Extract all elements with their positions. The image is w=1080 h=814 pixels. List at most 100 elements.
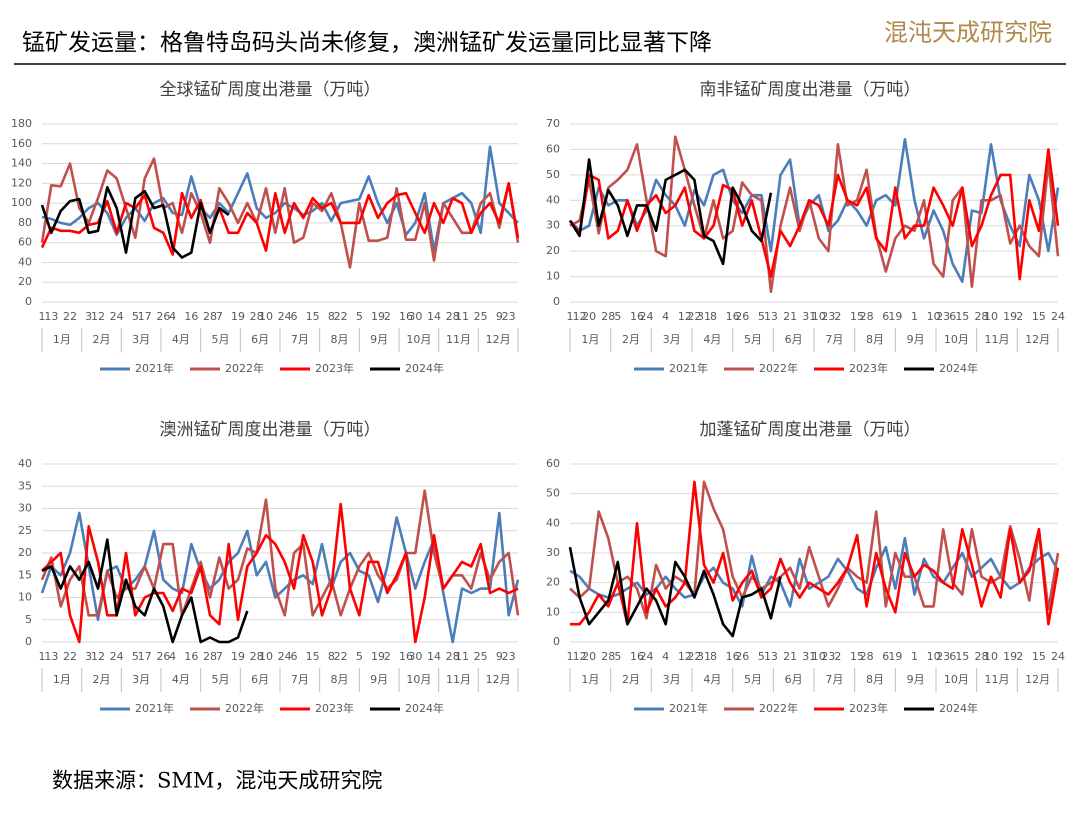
legend-label: 2022年 (225, 361, 264, 375)
x-tick-label: 24 (110, 310, 124, 323)
x-tick-label: 28 (203, 310, 217, 323)
month-label: 3月 (132, 333, 150, 346)
x-tick-label: 12 (91, 310, 105, 323)
x-tick-label: 5 (356, 310, 363, 323)
x-tick-label: 24 (640, 650, 654, 663)
x-tick-label: 23 (821, 650, 835, 663)
y-tick-label: 10 (546, 605, 560, 618)
x-tick-label: 16 (726, 650, 740, 663)
series-line (568, 158, 773, 266)
x-tick-label: 5 (614, 650, 621, 663)
x-tick-label: 13 (764, 310, 778, 323)
x-tick-label: 28 (446, 310, 460, 323)
y-tick-label: 60 (18, 236, 32, 249)
x-tick-label: 20 (582, 310, 596, 323)
month-label: 3月 (132, 673, 150, 686)
x-tick-label: 16 (630, 310, 644, 323)
month-label: 11月 (446, 673, 471, 686)
month-label: 9月 (370, 673, 388, 686)
x-tick-label: 16 (184, 650, 198, 663)
x-tick-label: 4 (169, 650, 176, 663)
y-tick-label: 0 (25, 635, 32, 648)
series-line (568, 148, 1060, 281)
x-tick-label: 9 (496, 310, 503, 323)
y-tick-label: 10 (546, 270, 560, 283)
month-label: 8月 (866, 673, 884, 686)
month-label: 10月 (406, 333, 431, 346)
x-tick-label: 15 (306, 310, 320, 323)
x-tick-label: 26 (156, 310, 170, 323)
month-label: 1月 (581, 333, 599, 346)
x-tick-label: 28 (601, 310, 615, 323)
month-label: 6月 (251, 673, 269, 686)
x-tick-label: 13 (44, 310, 58, 323)
x-tick-label: 16 (726, 310, 740, 323)
y-tick-label: 180 (11, 117, 32, 130)
x-tick-label: 2 (384, 650, 391, 663)
x-tick-label: 4 (169, 310, 176, 323)
x-tick-label: 8 (328, 650, 335, 663)
x-tick-label: 10 (259, 310, 273, 323)
month-label: 11月 (985, 673, 1010, 686)
x-tick-label: 6 (949, 650, 956, 663)
x-tick-label: 17 (138, 650, 152, 663)
x-tick-label: 7 (216, 310, 223, 323)
x-tick-label: 16 (184, 310, 198, 323)
x-tick-label: 12 (678, 650, 692, 663)
x-tick-label: 31 (802, 310, 816, 323)
x-tick-label: 22 (334, 650, 348, 663)
x-tick-label: 10 (259, 650, 273, 663)
x-tick-label: 10 (984, 650, 998, 663)
logo: 混沌天成研究院 (884, 19, 1052, 47)
y-tick-label: 100 (11, 196, 32, 209)
x-tick-label: 1 (567, 310, 574, 323)
x-tick-label: 26 (735, 310, 749, 323)
month-label: 9月 (907, 333, 925, 346)
x-tick-label: 24 (1051, 650, 1065, 663)
y-tick-label: 40 (546, 516, 560, 529)
y-tick-label: 30 (546, 546, 560, 559)
legend-label: 2021年 (135, 701, 174, 715)
x-tick-label: 19 (888, 310, 902, 323)
month-label: 8月 (331, 673, 349, 686)
month-label: 9月 (907, 673, 925, 686)
y-tick-label: 40 (18, 255, 32, 268)
x-tick-label: 10 (927, 310, 941, 323)
x-tick-label: 15 (850, 310, 864, 323)
x-tick-label: 24 (1051, 310, 1065, 323)
month-label: 4月 (703, 673, 721, 686)
page-title: 锰矿发运量：格鲁特岛码头尚未修复，澳洲锰矿发运量同比显著下降 (22, 30, 712, 56)
x-tick-label: 19 (231, 650, 245, 663)
x-tick-label: 14 (427, 650, 441, 663)
x-tick-label: 6 (949, 310, 956, 323)
y-tick-label: 0 (25, 295, 32, 308)
month-label: 6月 (785, 673, 803, 686)
x-tick-label: 31 (697, 310, 711, 323)
x-tick-label: 5 (758, 650, 765, 663)
month-label: 12月 (486, 333, 511, 346)
y-tick-label: 15 (18, 568, 32, 581)
month-label: 10月 (944, 333, 969, 346)
month-label: 4月 (172, 673, 190, 686)
x-tick-label: 22 (687, 650, 701, 663)
y-tick-label: 40 (18, 457, 32, 470)
legend-label: 2024年 (939, 361, 978, 375)
x-tick-label: 28 (601, 650, 615, 663)
x-tick-label: 16 (399, 310, 413, 323)
month-label: 10月 (406, 673, 431, 686)
month-label: 3月 (663, 333, 681, 346)
x-tick-label: 1 (911, 650, 918, 663)
x-tick-label: 15 (955, 650, 969, 663)
x-tick-label: 15 (1032, 650, 1046, 663)
y-tick-label: 10 (18, 591, 32, 604)
series-line (40, 511, 520, 644)
legend-label: 2022年 (759, 701, 798, 715)
x-tick-label: 28 (203, 650, 217, 663)
x-tick-label: 5 (356, 650, 363, 663)
series-line (41, 538, 249, 644)
y-tick-label: 50 (546, 487, 560, 500)
x-tick-label: 3 (85, 310, 92, 323)
x-tick-label: 24 (278, 310, 292, 323)
month-label: 4月 (172, 333, 190, 346)
series-line (569, 138, 1060, 283)
